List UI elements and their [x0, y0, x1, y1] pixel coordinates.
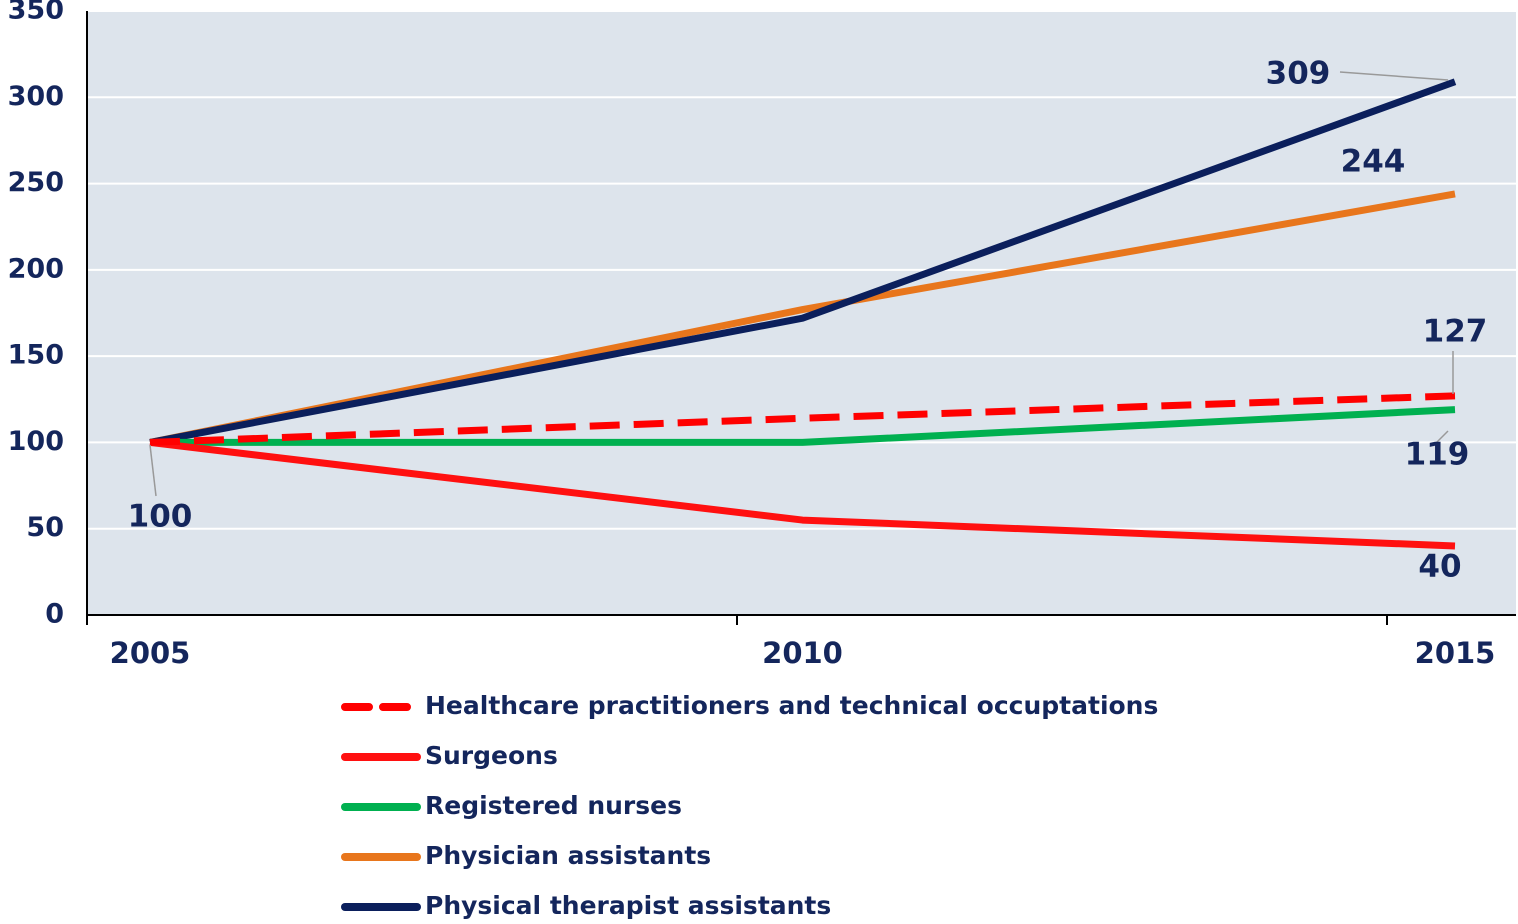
data-label: 119 — [1405, 437, 1470, 473]
series-line — [149, 78, 1457, 446]
y-tick-label: 300 — [8, 81, 64, 112]
y-tick-label: 0 — [45, 599, 64, 630]
y-tick-label: 250 — [8, 167, 64, 198]
x-tick-label: 2010 — [762, 636, 843, 670]
series-line — [150, 406, 1456, 446]
legend-label: Physical therapist assistants — [425, 891, 831, 920]
legend-label: Healthcare practitioners and technical o… — [425, 691, 1158, 720]
data-label: 127 — [1423, 314, 1488, 350]
x-tick-label: 2005 — [110, 636, 191, 670]
legend-label: Registered nurses — [425, 791, 682, 820]
x-tick-label: 2015 — [1415, 636, 1496, 670]
data-label: 40 — [1418, 549, 1461, 585]
legend-label: Surgeons — [425, 741, 558, 770]
legend-label: Physician assistants — [425, 841, 711, 870]
data-label: 309 — [1266, 56, 1331, 92]
y-tick-label: 50 — [26, 512, 64, 543]
data-label: 100 — [128, 499, 193, 535]
leader-line — [149, 444, 157, 497]
data-label: 244 — [1341, 144, 1406, 180]
y-tick-label: 100 — [8, 426, 64, 457]
leader-line — [1434, 430, 1449, 445]
series-line — [149, 438, 1456, 550]
y-tick-label: 200 — [8, 253, 64, 284]
leader-line — [1339, 71, 1449, 81]
y-tick-label: 350 — [8, 0, 64, 26]
y-tick-label: 150 — [8, 340, 64, 371]
